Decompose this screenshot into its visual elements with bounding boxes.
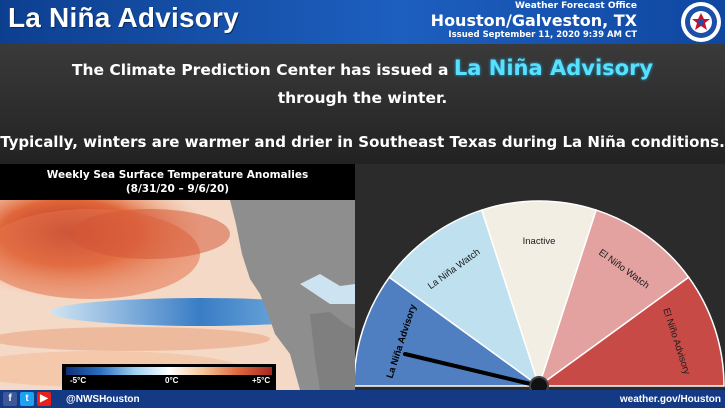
- colorbar-max-label: +5°C: [252, 376, 271, 385]
- advisory-highlight: La Niña Advisory: [453, 56, 654, 80]
- facebook-icon[interactable]: f: [3, 392, 17, 406]
- colorbar-min-label: -5°C: [70, 376, 87, 385]
- gauge-label-inactive: Inactive: [523, 236, 556, 247]
- advisory-line-1: The Climate Prediction Center has issued…: [0, 56, 725, 80]
- colorbar-mid-label: 0°C: [165, 376, 179, 385]
- office-label: Weather Forecast Office: [514, 1, 637, 11]
- advisory-message: The Climate Prediction Center has issued…: [0, 44, 725, 164]
- temperature-colorbar: -5°C 0°C +5°C: [62, 364, 276, 390]
- gauge-segment-inactive: [480, 200, 598, 389]
- gauge-segment-la-ni-a-watch: [388, 209, 541, 388]
- advisory-line-1-text: The Climate Prediction Center has issued…: [71, 61, 449, 79]
- website-link[interactable]: weather.gov/Houston: [619, 394, 721, 405]
- twitter-icon[interactable]: t: [20, 392, 34, 406]
- gauge-segment-el-ni-o-watch: [537, 209, 690, 388]
- map-title-text: Weekly Sea Surface Temperature Anomalies: [46, 169, 309, 181]
- map-date-range: (8/31/20 – 9/6/20): [125, 183, 230, 195]
- social-icons: f t ▶: [3, 392, 54, 406]
- gauge-pivot: [529, 376, 549, 390]
- nws-logo-icon: [681, 2, 721, 42]
- gauge-segment-el-ni-o-advisory: [536, 276, 725, 387]
- social-handle[interactable]: @NWSHouston: [66, 394, 140, 405]
- office-location: Houston/Galveston, TX: [430, 11, 637, 30]
- colorbar-gradient: [66, 367, 272, 375]
- office-info: Weather Forecast Office Houston/Galvesto…: [431, 1, 637, 41]
- winter-outlook-text: Typically, winters are warmer and drier …: [0, 133, 725, 151]
- youtube-icon[interactable]: ▶: [37, 392, 51, 406]
- gauge-segment-la-ni-a-advisory: [355, 276, 542, 387]
- advisory-line-2: through the winter.: [277, 89, 448, 107]
- header-bar: La Niña Advisory Weather Forecast Office…: [0, 0, 725, 44]
- page-title: La Niña Advisory: [8, 2, 239, 33]
- gauge-needle: [403, 352, 541, 388]
- sst-anomaly-map: [0, 164, 355, 390]
- map-title: Weekly Sea Surface Temperature Anomalies…: [0, 164, 355, 200]
- issued-timestamp: Issued September 11, 2020 9:39 AM CT: [448, 30, 637, 40]
- footer-bar: f t ▶ @NWSHouston weather.gov/Houston: [0, 390, 725, 408]
